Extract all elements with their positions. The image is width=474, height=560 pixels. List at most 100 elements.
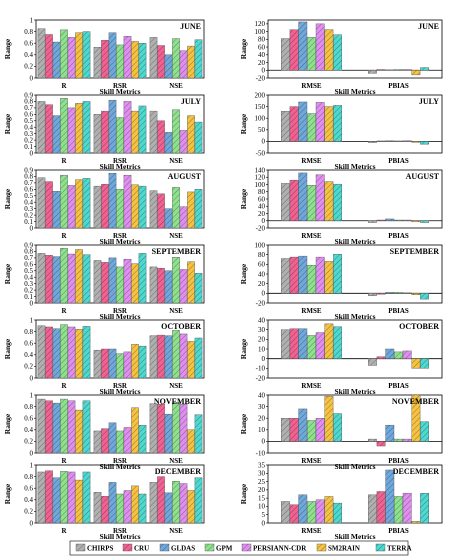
chart-panel-8: 0 0.2 0.4 0.6 0.8 1 R RSR NSE OCTOBER Skill Metric…: [3, 316, 205, 396]
y-tick-label: 40: [258, 203, 266, 211]
bar-hatch: [281, 258, 290, 294]
bar-hatch: [420, 220, 429, 223]
panel-title: OCTOBER: [399, 322, 439, 331]
category-label: RMSE: [301, 82, 322, 90]
y-tick-label: 0: [30, 519, 34, 527]
y-tick-label: 0.6: [24, 415, 33, 423]
bar-hatch: [45, 181, 53, 228]
y-tick-label: 0: [30, 74, 34, 82]
bar-hatch: [307, 335, 316, 359]
bar-hatch: [101, 40, 109, 78]
y-tick-label: 30: [258, 470, 266, 478]
bar-hatch: [324, 181, 334, 221]
bar-hatch: [411, 521, 421, 523]
bar-hatch: [187, 341, 195, 378]
bar-hatch: [116, 266, 124, 303]
legend-swatch-hatch: [160, 544, 169, 551]
bar-hatch: [149, 111, 158, 153]
y-tick-label: 60: [258, 261, 266, 269]
bar-hatch: [411, 70, 421, 75]
bar-hatch: [324, 496, 334, 523]
bar-hatch: [93, 47, 102, 78]
panel-title: AUGUST: [406, 172, 440, 181]
bar-hatch: [52, 403, 61, 453]
bar-hatch: [298, 408, 307, 442]
bar-hatch: [333, 34, 342, 71]
y-tick-label: 0.3: [24, 280, 33, 288]
panel-title: SEPTEMBER: [152, 247, 202, 256]
bar-hatch: [138, 494, 147, 523]
y-tick-label: 100: [255, 241, 266, 249]
bar-hatch: [179, 404, 188, 453]
bar-hatch: [281, 38, 290, 71]
bar-hatch: [324, 29, 334, 71]
category-label: RSR: [113, 157, 128, 165]
bar-hatch: [164, 132, 173, 153]
bar-hatch: [333, 254, 342, 294]
y-axis-label: Range: [3, 413, 12, 434]
legend-swatch-hatch: [242, 544, 251, 551]
bar-hatch: [52, 42, 61, 78]
y-axis-label: Range: [3, 188, 12, 209]
y-tick-label: 35: [258, 461, 266, 469]
bar-hatch: [108, 32, 117, 78]
bar-hatch: [403, 439, 412, 442]
category-label: RMSE: [301, 232, 322, 240]
bar-hatch: [324, 261, 334, 294]
bar-hatch: [149, 266, 158, 303]
legend-swatch-hatch: [317, 544, 326, 551]
bar-hatch: [172, 109, 180, 153]
y-tick-label: 10: [258, 345, 266, 353]
y-tick-label: 0.7: [24, 179, 33, 187]
bar-hatch: [289, 180, 299, 221]
bar-hatch: [131, 263, 139, 303]
bar-hatch: [368, 439, 377, 442]
chart-panel-11: -10 0 10 20 30 40 RMSE PBIAS NOVEMBER Skill Metri…: [239, 391, 443, 471]
bar-hatch: [82, 471, 91, 523]
y-tick-label: 0.6: [24, 261, 33, 269]
y-tick-label: 20: [258, 280, 266, 288]
bar-hatch: [368, 141, 377, 143]
bar-hatch: [149, 190, 158, 228]
bar-hatch: [131, 407, 139, 453]
y-tick-label: 0.4: [24, 124, 33, 132]
bar-hatch: [385, 469, 394, 523]
panel-title: JUNE: [180, 22, 201, 31]
bar-hatch: [376, 441, 386, 447]
bar-hatch: [108, 482, 117, 523]
chart-panel-4: 00.10.20.30.40.50.60.70.80.9R RSR NSEAUGUS…: [3, 166, 205, 246]
x-axis-label: Skill Metrics: [99, 312, 140, 321]
y-axis-label: Range: [3, 38, 12, 59]
bar-hatch: [179, 206, 188, 228]
y-tick-label: 100: [255, 181, 266, 189]
bar-hatch: [108, 173, 117, 228]
y-tick-label: 0: [262, 67, 266, 75]
bar-hatch: [194, 477, 203, 523]
bar-hatch: [164, 54, 173, 78]
y-tick-label: 80: [258, 251, 266, 259]
bar-hatch: [316, 499, 325, 523]
category-label: RMSE: [301, 457, 322, 465]
y-axis-label: Range: [3, 113, 12, 134]
y-tick-label: 140: [255, 166, 266, 174]
bar-hatch: [420, 141, 429, 145]
y-tick-label: 120: [255, 174, 266, 182]
bar-hatch: [385, 349, 394, 359]
category-label: NSE: [169, 307, 183, 315]
bar-hatch: [149, 403, 158, 453]
plot-frame: [267, 394, 443, 454]
panel-title: OCTOBER: [161, 322, 201, 331]
bar-hatch: [411, 293, 421, 295]
bar-hatch: [298, 328, 307, 359]
category-label: RMSE: [301, 382, 322, 390]
y-tick-label: 80: [258, 36, 266, 44]
bar-hatch: [138, 43, 147, 78]
bar-hatch: [179, 50, 188, 78]
bar-hatch: [333, 326, 342, 359]
bar-hatch: [101, 184, 109, 228]
bar-hatch: [179, 130, 188, 153]
category-label: RMSE: [301, 307, 322, 315]
bar-hatch: [75, 410, 83, 453]
bar-hatch: [45, 326, 53, 378]
